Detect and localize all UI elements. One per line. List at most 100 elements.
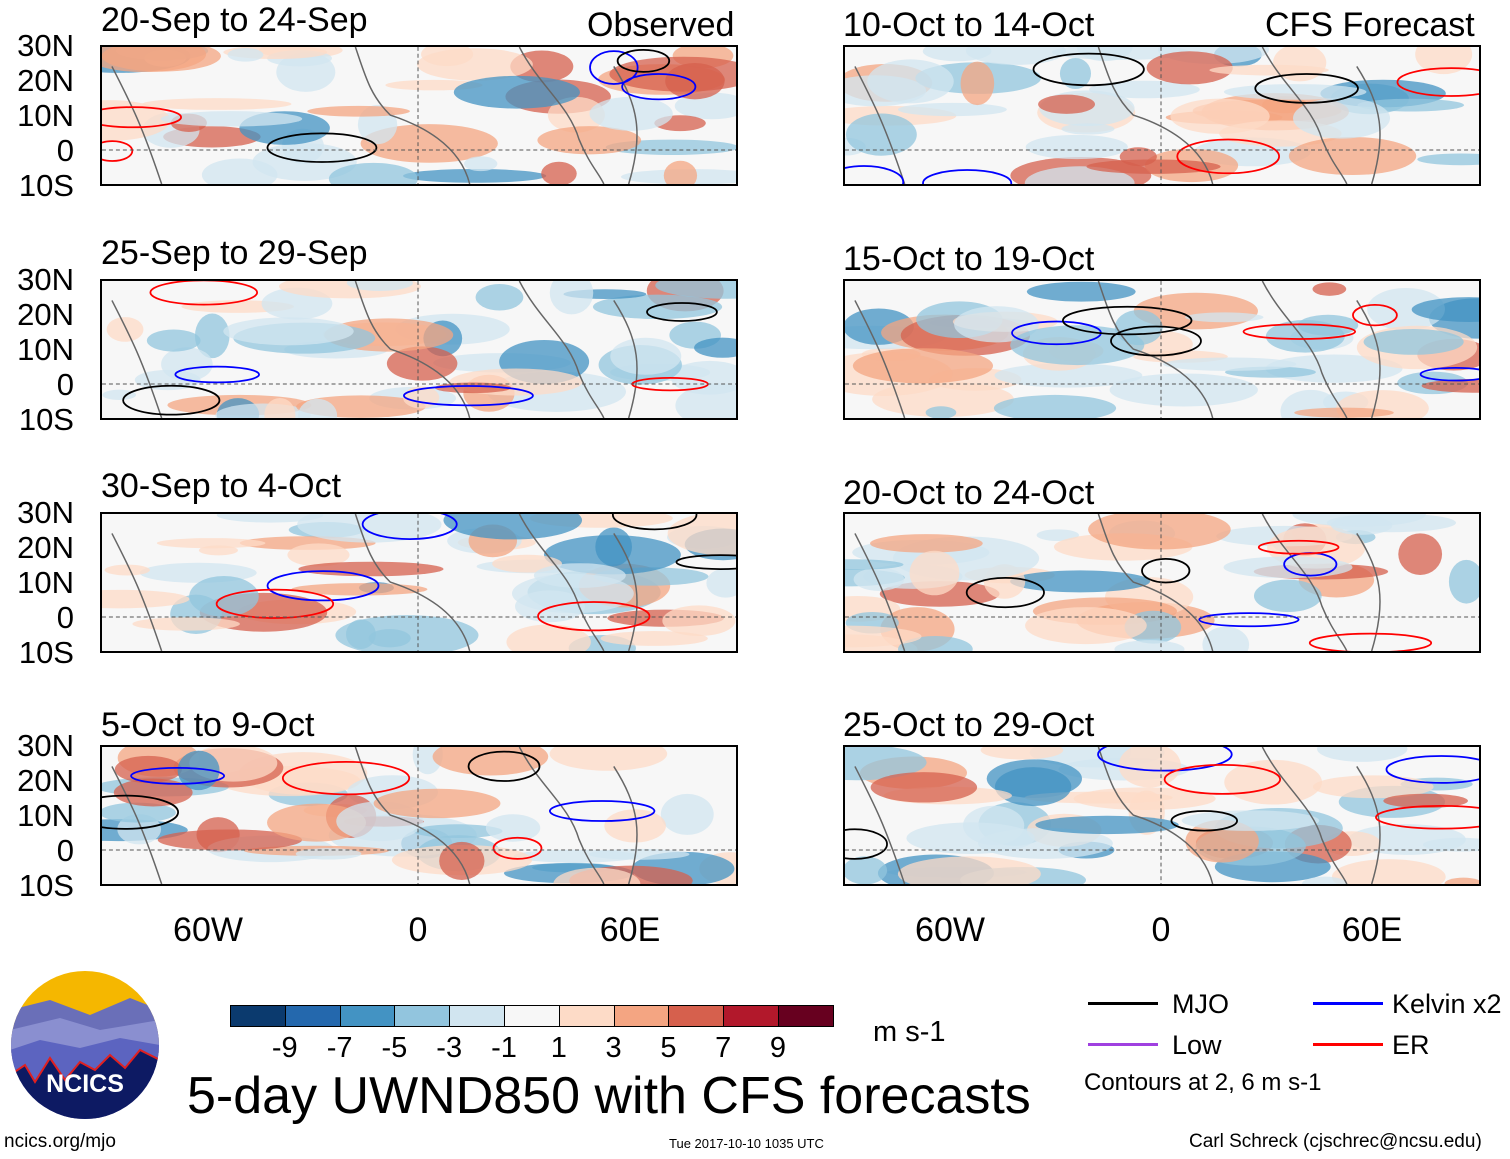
wave-contour bbox=[1062, 305, 1193, 336]
wind-anomaly-shading bbox=[132, 617, 240, 631]
wind-anomaly-shading bbox=[1209, 64, 1329, 76]
ncics-logo: NCICS bbox=[10, 970, 160, 1120]
wind-anomaly-shading bbox=[156, 538, 266, 549]
wind-anomaly-shading bbox=[227, 47, 264, 62]
wave-contour bbox=[1396, 67, 1479, 97]
colorbar-swatch bbox=[504, 1005, 560, 1027]
wind-anomaly-shading bbox=[1185, 312, 1264, 323]
wind-anomaly-shading bbox=[1422, 837, 1479, 852]
wind-anomaly-shading bbox=[1088, 514, 1231, 550]
wave-contour bbox=[467, 750, 541, 782]
coastline bbox=[854, 747, 1381, 884]
wind-anomaly-shading bbox=[360, 124, 498, 163]
wind-anomaly-shading bbox=[298, 398, 338, 418]
coastline bbox=[111, 747, 638, 884]
coastline bbox=[854, 281, 1381, 418]
wind-anomaly-shading bbox=[368, 629, 411, 648]
wind-anomaly-shading bbox=[553, 867, 641, 884]
wind-anomaly-shading bbox=[1086, 159, 1221, 174]
wave-contour bbox=[215, 588, 335, 619]
panel-title-5: 30-Sep to 4-Oct bbox=[101, 467, 342, 505]
wave-contour bbox=[1170, 810, 1238, 832]
map-panel-6 bbox=[843, 512, 1481, 653]
wind-anomaly-shading bbox=[1339, 515, 1386, 526]
wind-anomaly-shading bbox=[160, 111, 303, 127]
wind-anomaly-shading bbox=[1398, 533, 1443, 575]
wind-anomaly-shading bbox=[533, 563, 626, 588]
colorbar-label: -9 bbox=[271, 1032, 298, 1064]
wind-anomaly-shading bbox=[264, 397, 296, 418]
colorbar-label: 9 bbox=[769, 1032, 787, 1064]
y-tick-label: 20N bbox=[17, 530, 74, 565]
wind-anomaly-shading bbox=[674, 92, 736, 120]
colorbar-swatch bbox=[613, 1005, 670, 1027]
wave-contour bbox=[492, 836, 543, 860]
y-tick-label: 20N bbox=[17, 763, 74, 798]
wind-anomaly-shading bbox=[439, 841, 485, 880]
colorbar-label: 7 bbox=[715, 1032, 732, 1064]
wind-anomaly-shading bbox=[592, 294, 723, 320]
x-tick-0-left: 0 bbox=[408, 911, 428, 949]
wave-contour bbox=[537, 601, 651, 632]
legend-mjo-label: MJO bbox=[1172, 989, 1229, 1019]
wind-anomaly-shading bbox=[464, 156, 498, 172]
wind-anomaly-shading bbox=[113, 778, 193, 807]
wind-anomaly-shading bbox=[1417, 153, 1479, 166]
wave-contour bbox=[616, 48, 671, 73]
wind-anomaly-shading bbox=[1202, 626, 1250, 651]
wind-anomaly-shading bbox=[1444, 877, 1479, 884]
wind-anomaly-shading bbox=[867, 59, 954, 104]
wind-anomaly-shading bbox=[1317, 747, 1408, 762]
wind-anomaly-shading bbox=[1146, 51, 1233, 85]
wind-anomaly-shading bbox=[1448, 559, 1479, 604]
wind-anomaly-shading bbox=[960, 61, 995, 106]
wind-anomaly-shading bbox=[925, 406, 957, 418]
colorbar-swatch bbox=[339, 1005, 396, 1027]
wind-anomaly-shading bbox=[852, 348, 994, 384]
colorbar-swatch bbox=[558, 1005, 615, 1027]
wind-anomaly-shading bbox=[1421, 378, 1479, 393]
wave-contour bbox=[1242, 323, 1357, 340]
wind-anomaly-shading bbox=[142, 98, 292, 110]
wind-anomaly-shading bbox=[604, 809, 666, 843]
logo-text: NCICS bbox=[46, 1070, 124, 1098]
wind-anomaly-shading bbox=[549, 747, 668, 771]
y-tick-label: 0 bbox=[56, 133, 74, 168]
wind-anomaly-shading bbox=[1331, 859, 1446, 884]
wind-anomaly-shading bbox=[1363, 328, 1464, 355]
wind-anomaly-shading bbox=[346, 281, 414, 291]
x-tick-0-right: 0 bbox=[1151, 911, 1171, 949]
wave-contour bbox=[281, 761, 411, 796]
y-tick-label: 20N bbox=[17, 63, 74, 98]
coastline bbox=[854, 514, 1381, 651]
wind-anomaly-shading bbox=[1114, 640, 1185, 651]
wind-anomaly-shading bbox=[104, 564, 150, 576]
y-tick-label: 30N bbox=[17, 262, 74, 297]
legend-low-label: Low bbox=[1172, 1030, 1222, 1060]
wave-contour bbox=[1352, 304, 1398, 327]
colorbar-swatch bbox=[723, 1005, 779, 1027]
wind-anomaly-shading bbox=[1224, 759, 1323, 805]
wind-anomaly-shading bbox=[453, 75, 580, 109]
y-tick-label: 20N bbox=[17, 297, 74, 332]
wave-contour bbox=[611, 514, 698, 531]
colorbar-label: 5 bbox=[660, 1032, 677, 1064]
wind-anomaly-shading bbox=[297, 514, 442, 543]
wind-anomaly-shading bbox=[600, 631, 708, 646]
panel-title-6: 20-Oct to 24-Oct bbox=[843, 474, 1095, 512]
panel-title-3: 25-Sep to 29-Sep bbox=[101, 234, 368, 272]
legend-low-line bbox=[1088, 1043, 1158, 1046]
map-panel-7 bbox=[100, 745, 738, 886]
wind-anomaly-shading bbox=[416, 48, 533, 81]
wind-anomaly-shading bbox=[853, 567, 905, 591]
wind-anomaly-shading bbox=[1025, 134, 1128, 160]
wave-contour bbox=[621, 73, 697, 101]
colorbar-swatch bbox=[668, 1005, 725, 1027]
wind-anomaly-shading bbox=[485, 814, 541, 842]
wave-contour bbox=[403, 385, 534, 407]
wind-anomaly-shading bbox=[537, 126, 642, 155]
wind-anomaly-shading bbox=[845, 747, 927, 781]
footer-url[interactable]: ncics.org/mjo bbox=[4, 1131, 116, 1152]
panel-title-2: 10-Oct to 14-Oct bbox=[843, 6, 1095, 44]
wind-anomaly-shading bbox=[1026, 281, 1136, 302]
